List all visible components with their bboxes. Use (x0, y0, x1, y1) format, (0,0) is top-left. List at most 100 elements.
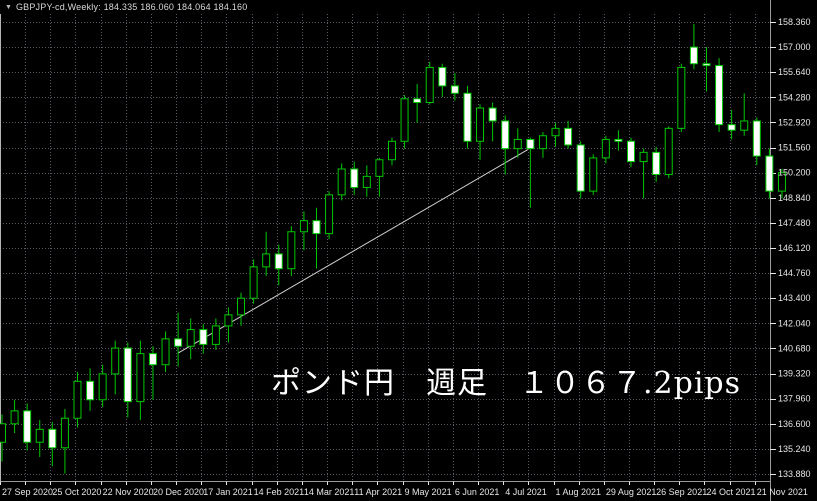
candle[interactable] (375, 157, 384, 197)
candle[interactable] (476, 104, 485, 160)
candle[interactable] (777, 168, 786, 199)
candle[interactable] (551, 122, 560, 147)
candle[interactable] (48, 421, 57, 467)
trendline[interactable] (177, 149, 529, 354)
candle[interactable] (501, 115, 510, 175)
candle[interactable] (325, 191, 334, 240)
candle[interactable] (387, 137, 396, 166)
candle[interactable] (161, 331, 170, 373)
candle[interactable] (740, 93, 749, 136)
candle[interactable] (60, 409, 69, 474)
candle[interactable] (677, 63, 686, 133)
candle[interactable] (450, 72, 459, 101)
candle[interactable] (98, 364, 107, 408)
y-axis-label: 150.200 (778, 168, 811, 178)
candle[interactable] (287, 226, 296, 277)
candle-body-bull (73, 380, 82, 419)
candle[interactable] (10, 399, 19, 434)
candle[interactable] (237, 292, 246, 326)
candle[interactable] (312, 207, 321, 269)
candle[interactable] (199, 324, 208, 354)
candle[interactable] (23, 403, 32, 451)
candle[interactable] (211, 318, 220, 350)
candle[interactable] (224, 307, 233, 343)
candle[interactable] (73, 372, 82, 428)
candle[interactable] (589, 154, 598, 195)
candle-body-bear (727, 124, 736, 131)
x-axis-label: 11 Apr 2021 (354, 487, 402, 497)
candle[interactable] (136, 340, 145, 421)
candle[interactable] (639, 148, 648, 199)
y-axis-label: 157.000 (778, 42, 811, 52)
candle[interactable] (488, 102, 497, 142)
candle[interactable] (362, 165, 371, 197)
chart-dropdown-icon[interactable]: ▼ (5, 4, 12, 11)
candle[interactable] (148, 346, 157, 400)
candle[interactable] (35, 420, 44, 458)
candle-body-bull (551, 127, 560, 137)
candle[interactable] (337, 163, 346, 201)
candle[interactable] (513, 128, 522, 158)
candle-body-bear (350, 168, 359, 188)
candle[interactable] (652, 146, 661, 182)
candle[interactable] (174, 312, 183, 367)
candle[interactable] (664, 126, 673, 179)
candle[interactable] (614, 130, 623, 151)
candle[interactable] (752, 117, 761, 166)
candle[interactable] (715, 58, 724, 133)
candle[interactable] (702, 47, 711, 92)
candle-body-bull (375, 159, 384, 177)
candle[interactable] (538, 132, 547, 158)
candle-body-bull (111, 347, 120, 375)
y-axis-label: 144.760 (778, 268, 811, 278)
candle[interactable] (689, 24, 698, 70)
candle[interactable] (249, 259, 258, 304)
y-axis-label: 142.040 (778, 318, 811, 328)
candle[interactable] (463, 85, 472, 149)
candle-body-bull (98, 373, 107, 401)
candle[interactable] (262, 231, 271, 277)
y-axis-label: 148.840 (778, 193, 811, 203)
candle[interactable] (576, 141, 585, 199)
candle-body-bear (199, 329, 208, 345)
candle[interactable] (350, 161, 359, 195)
candle[interactable] (111, 340, 120, 395)
x-axis-label: 20 Dec 2020 (153, 487, 204, 497)
candle[interactable] (413, 84, 422, 123)
candle[interactable] (526, 137, 535, 208)
candle[interactable] (0, 414, 6, 462)
candle-body-bull (538, 135, 547, 150)
candle[interactable] (299, 211, 308, 251)
candle[interactable] (627, 137, 635, 168)
y-axis-label: 146.120 (778, 243, 811, 253)
candle-body-bear (488, 107, 497, 122)
candle[interactable] (123, 342, 132, 418)
candle-body-bull (601, 138, 610, 159)
candle[interactable] (400, 95, 409, 149)
candle-body-bull (639, 151, 648, 163)
candle-body-bull (476, 107, 485, 142)
candle[interactable] (727, 109, 736, 140)
candle[interactable] (564, 120, 573, 149)
x-axis-label: 21 Nov 2021 (757, 487, 808, 497)
candle[interactable] (186, 318, 195, 360)
candle[interactable] (86, 368, 95, 411)
candle-body-bull (513, 138, 522, 150)
candle-body-bull (224, 314, 233, 327)
candle-body-bear (413, 98, 422, 104)
candle-body-bull (10, 410, 19, 425)
candle-body-bear (765, 155, 774, 192)
candle-body-bear (627, 140, 635, 163)
candle[interactable] (438, 63, 447, 97)
candle[interactable] (765, 148, 774, 199)
y-axis-label: 155.640 (778, 67, 811, 77)
candle[interactable] (601, 135, 610, 164)
candle-body-bear (715, 65, 724, 126)
y-axis-label: 137.960 (778, 394, 811, 404)
candle[interactable] (425, 61, 434, 105)
y-axis-label: 136.600 (778, 419, 811, 429)
candle-body-bull (777, 172, 786, 192)
candle[interactable] (274, 244, 283, 286)
